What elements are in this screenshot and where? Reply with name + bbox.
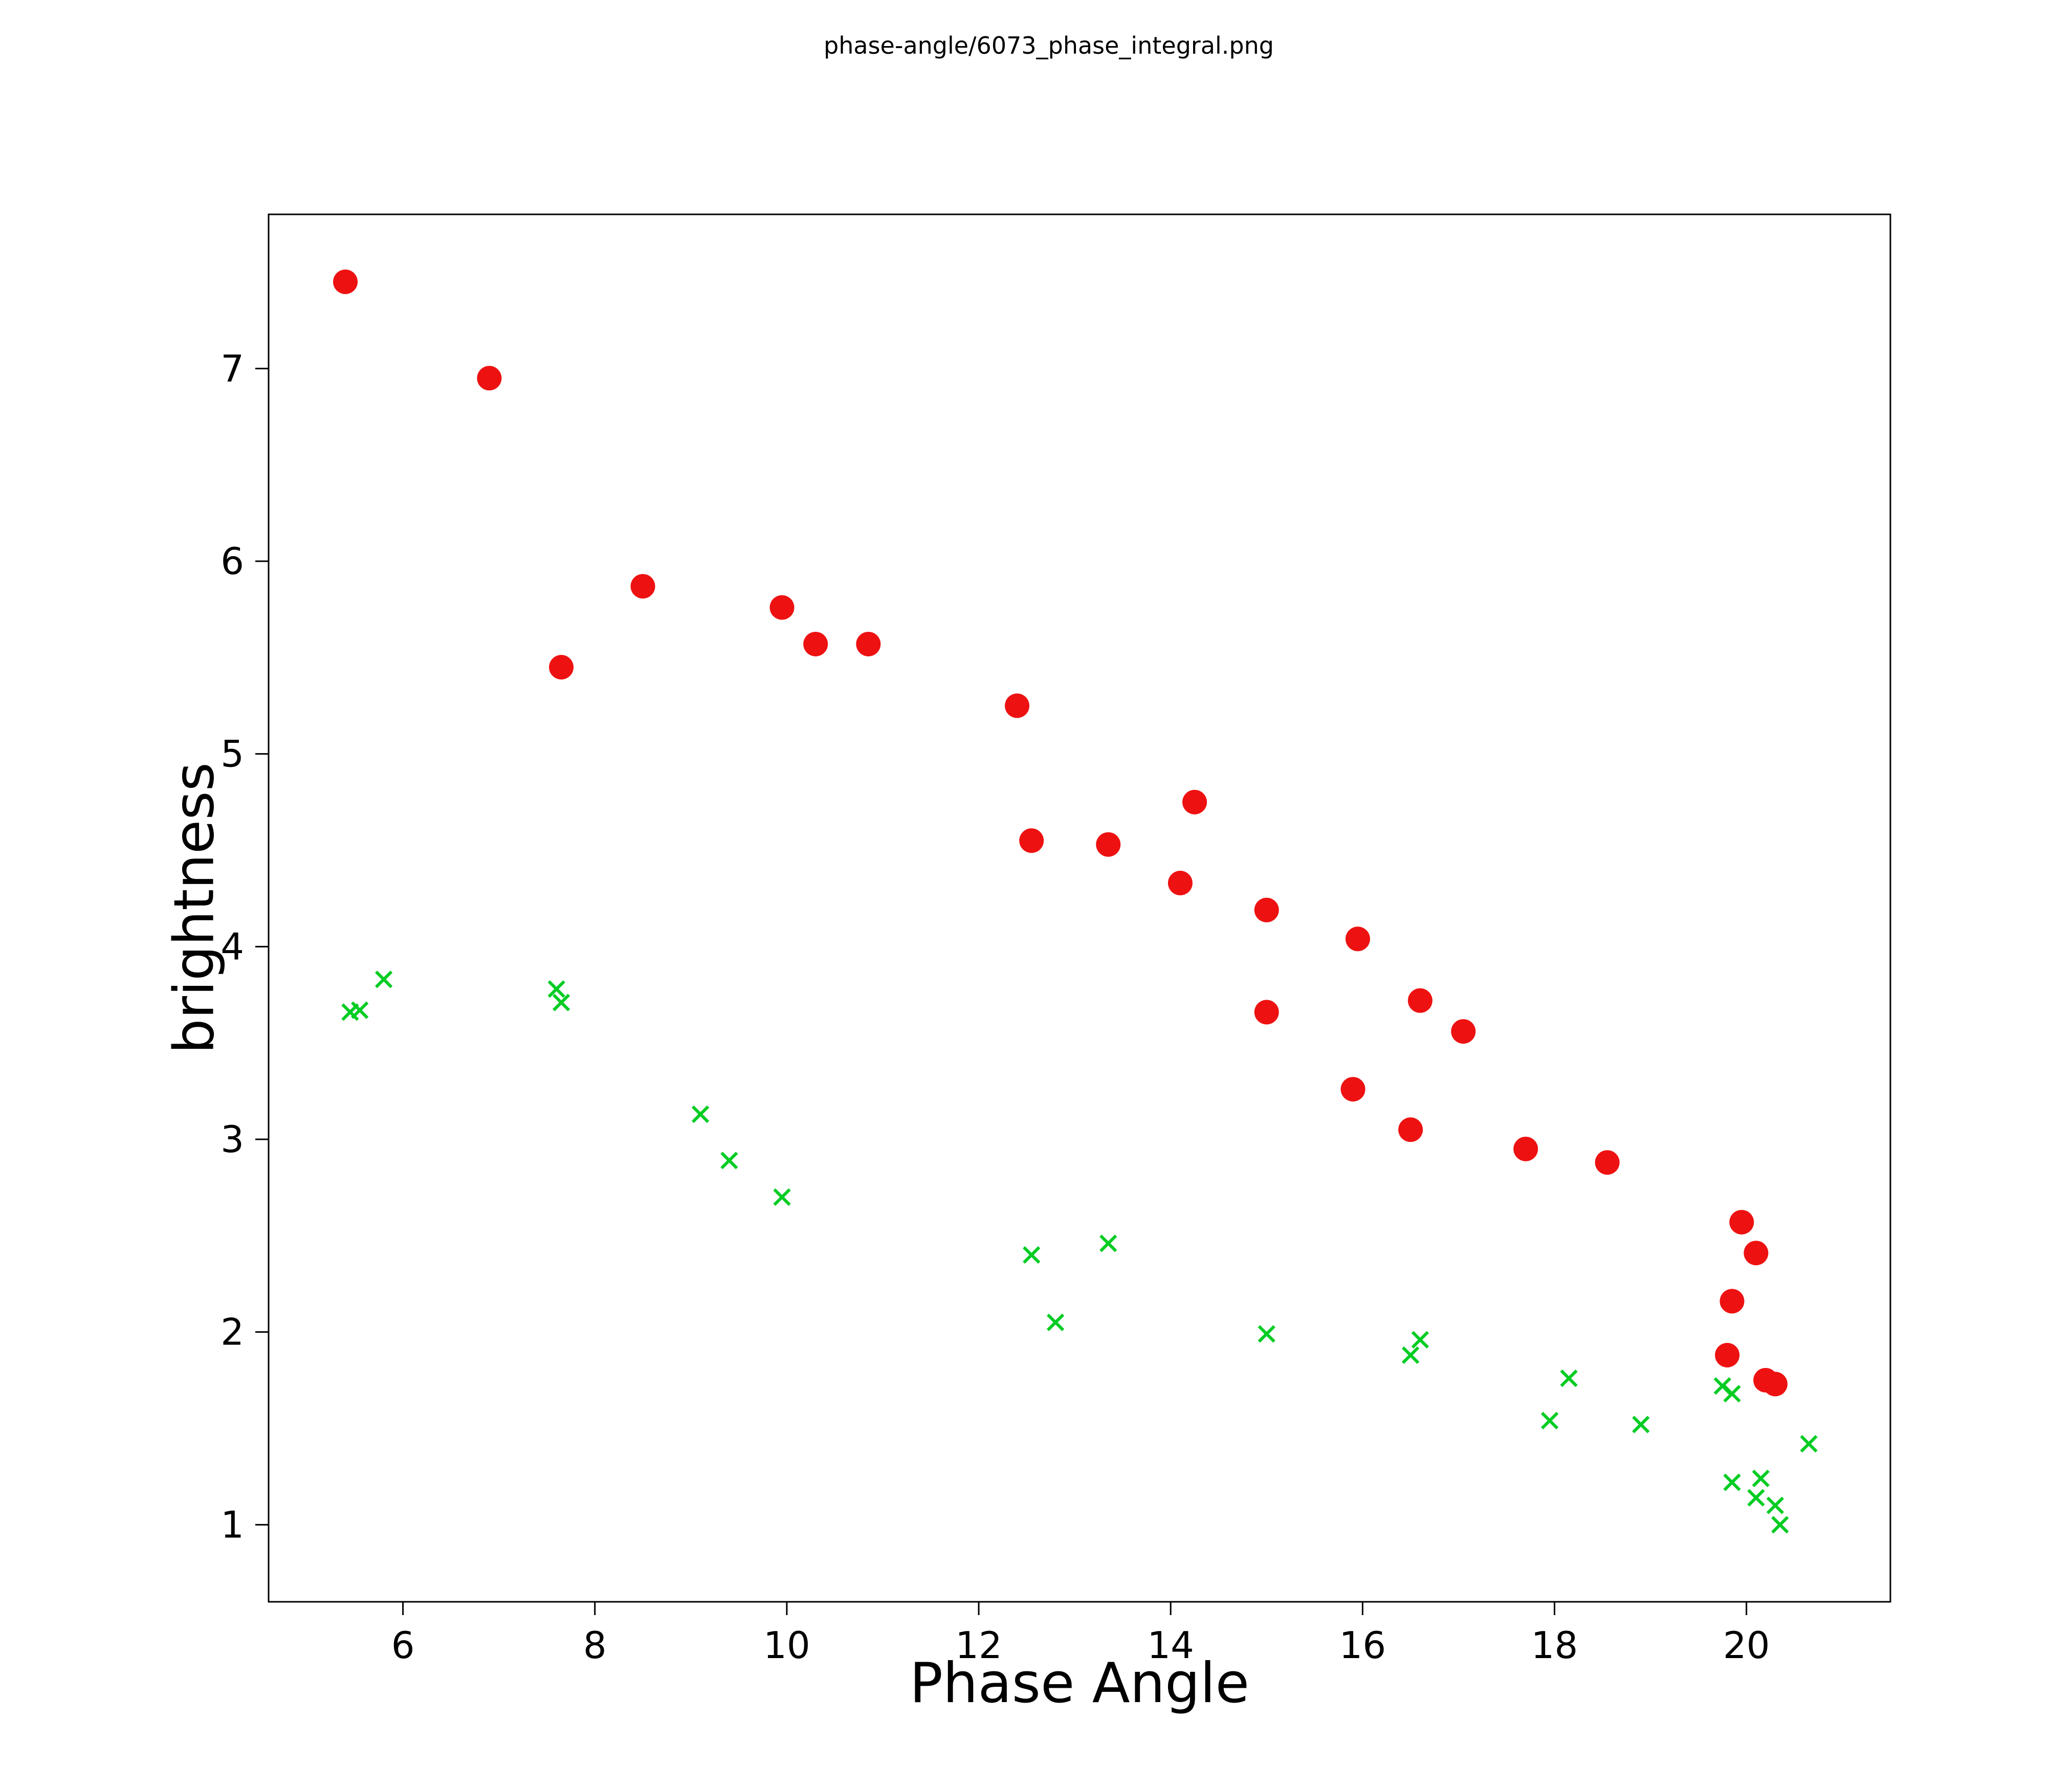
data-point-green-crosses (374, 970, 393, 988)
data-point-red-circles (1167, 871, 1193, 896)
data-point-red-circles (856, 631, 881, 656)
data-point-green-crosses (720, 1152, 738, 1170)
data-point-red-circles (1096, 832, 1121, 857)
data-point-green-crosses (547, 980, 565, 998)
data-point-red-circles (333, 269, 358, 294)
data-point-red-circles (477, 366, 502, 391)
data-point-red-circles (1451, 1019, 1476, 1044)
data-point-red-circles (549, 655, 574, 680)
data-point-green-crosses (1771, 1516, 1789, 1534)
data-point-red-circles (1720, 1289, 1745, 1314)
data-point-red-circles (1345, 926, 1370, 952)
data-point-red-circles (1744, 1241, 1769, 1266)
y-tick-label: 3 (221, 1118, 244, 1161)
data-point-green-crosses (351, 1001, 369, 1019)
data-point-green-crosses (1540, 1411, 1559, 1430)
data-point-red-circles (1407, 988, 1432, 1013)
data-point-green-crosses (1723, 1473, 1741, 1491)
data-point-green-crosses (1800, 1435, 1818, 1453)
data-point-green-crosses (691, 1105, 710, 1123)
x-tick-label: 8 (583, 1624, 607, 1667)
data-point-green-crosses (1723, 1385, 1741, 1403)
data-point-green-crosses (1752, 1469, 1770, 1488)
x-tick-label: 20 (1723, 1624, 1770, 1667)
data-point-green-crosses (1099, 1234, 1117, 1252)
data-point-red-circles (1729, 1209, 1754, 1234)
y-tick-label: 1 (221, 1503, 244, 1546)
y-tick-label: 6 (221, 540, 244, 583)
data-point-green-crosses (1747, 1489, 1765, 1507)
x-tick-label: 10 (763, 1624, 810, 1667)
data-point-green-crosses (1411, 1331, 1429, 1349)
data-point-green-crosses (1766, 1496, 1784, 1514)
data-point-red-circles (1762, 1372, 1788, 1397)
y-tick-label: 2 (221, 1311, 244, 1354)
data-point-red-circles (1595, 1150, 1620, 1175)
data-point-red-circles (1019, 828, 1044, 853)
data-point-red-circles (1254, 897, 1279, 922)
y-tick-label: 5 (221, 733, 244, 776)
y-axis-label: brightness (162, 762, 227, 1054)
data-point-green-crosses (773, 1188, 791, 1206)
x-tick-label: 6 (391, 1624, 415, 1667)
data-point-green-crosses (1258, 1325, 1275, 1343)
data-point-red-circles (769, 595, 795, 620)
x-tick-label: 16 (1339, 1624, 1386, 1667)
data-point-red-circles (1254, 1000, 1279, 1025)
data-point-red-circles (1182, 789, 1207, 814)
plot-frame (268, 213, 1891, 1603)
data-point-green-crosses (1632, 1416, 1650, 1433)
data-point-green-crosses (1046, 1313, 1065, 1331)
data-point-red-circles (1340, 1077, 1365, 1102)
data-point-red-circles (1715, 1342, 1740, 1367)
data-point-red-circles (630, 573, 655, 599)
x-tick-label: 14 (1147, 1624, 1194, 1667)
data-point-red-circles (1005, 693, 1030, 718)
data-point-green-crosses (1560, 1369, 1578, 1387)
y-tick-label: 4 (221, 925, 244, 968)
data-point-green-crosses (1023, 1246, 1041, 1264)
x-tick-label: 12 (955, 1624, 1002, 1667)
figure-title: phase-angle/6073_phase_integral.png (824, 32, 1274, 59)
data-point-red-circles (803, 631, 828, 656)
data-point-green-crosses (1402, 1346, 1420, 1364)
data-point-red-circles (1398, 1117, 1423, 1142)
x-axis-label: Phase Angle (909, 1651, 1250, 1715)
y-tick-label: 7 (221, 347, 244, 390)
data-point-green-crosses (552, 994, 570, 1011)
data-point-red-circles (1513, 1136, 1538, 1161)
x-tick-label: 18 (1531, 1624, 1578, 1667)
